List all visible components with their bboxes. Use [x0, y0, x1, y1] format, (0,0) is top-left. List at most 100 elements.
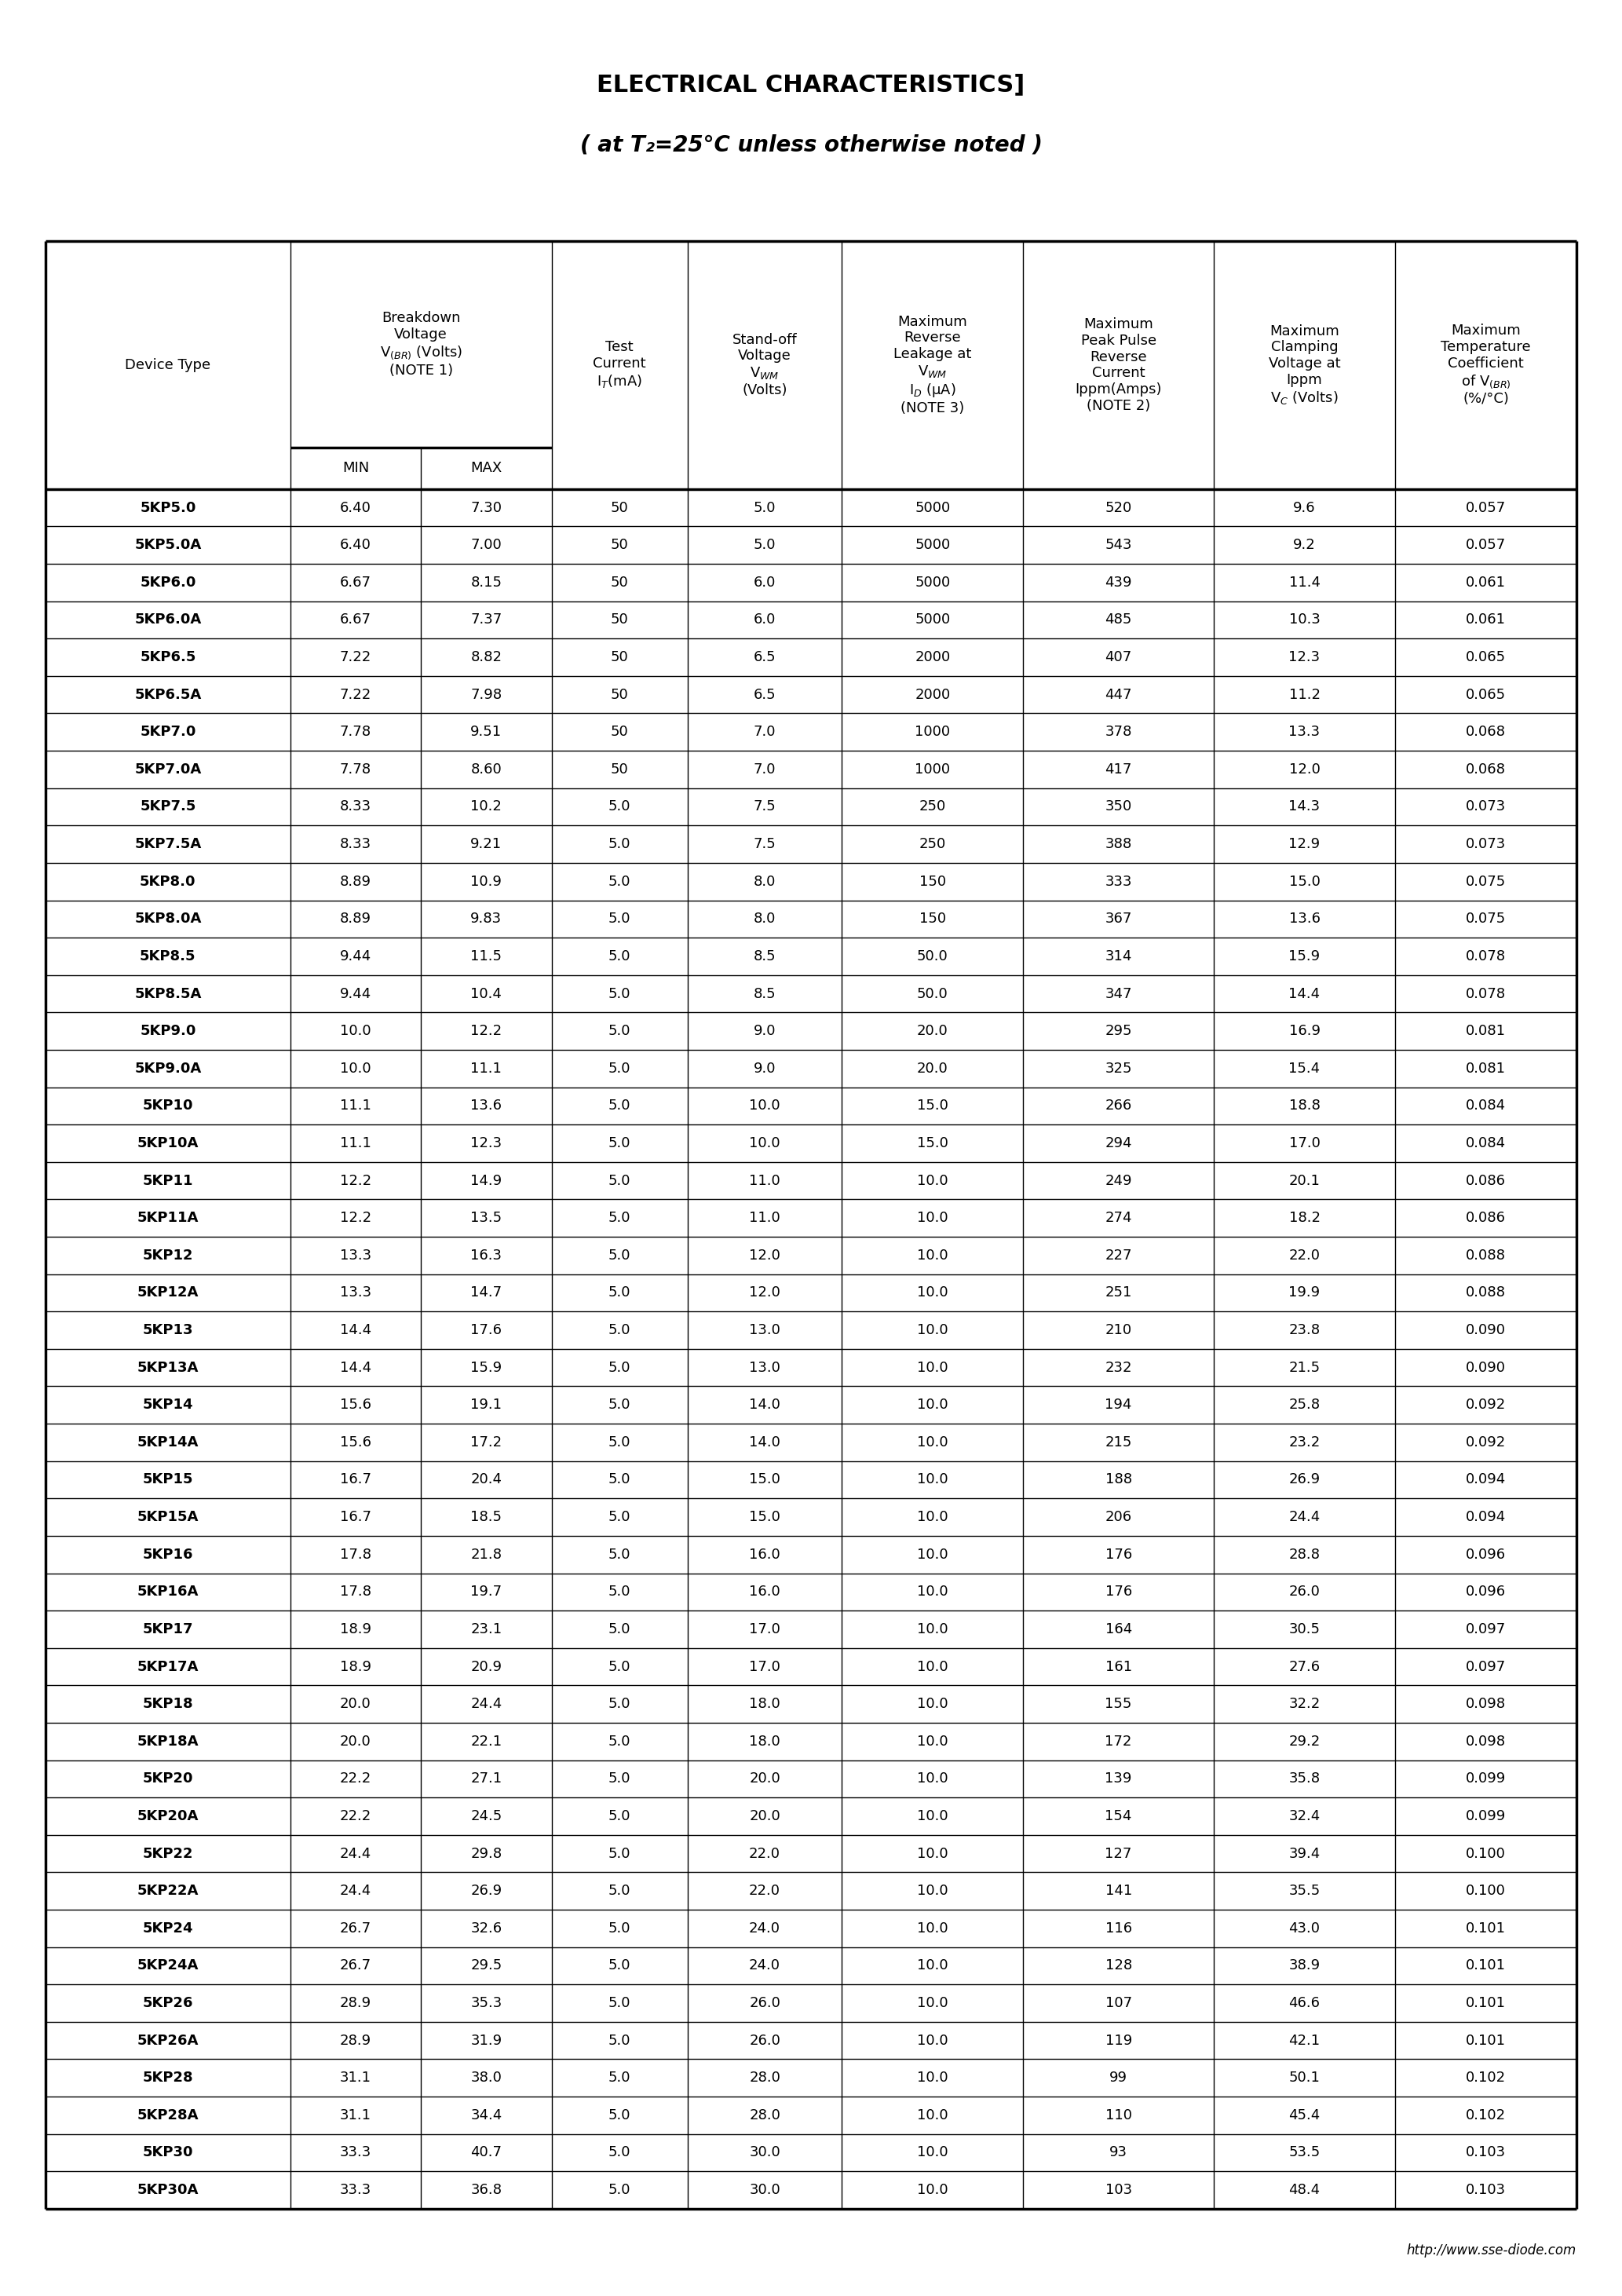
- Text: 5.0: 5.0: [608, 1548, 631, 1561]
- Text: 33.3: 33.3: [341, 2183, 371, 2197]
- Text: 10.0: 10.0: [916, 1623, 949, 1637]
- Text: 227: 227: [1105, 1249, 1132, 1263]
- Text: 10.0: 10.0: [916, 1173, 949, 1187]
- Text: 10.0: 10.0: [916, 1435, 949, 1449]
- Text: 5.0: 5.0: [608, 987, 631, 1001]
- Text: 22.1: 22.1: [470, 1733, 503, 1750]
- Text: 5.0: 5.0: [608, 912, 631, 925]
- Text: 5KP14: 5KP14: [143, 1398, 193, 1412]
- Text: 107: 107: [1105, 1995, 1132, 2011]
- Text: 18.0: 18.0: [749, 1733, 780, 1750]
- Text: 9.51: 9.51: [470, 726, 503, 739]
- Text: 10.0: 10.0: [916, 1584, 949, 1598]
- Text: 5.0: 5.0: [608, 1435, 631, 1449]
- Text: 29.2: 29.2: [1288, 1733, 1320, 1750]
- Text: 5KP30: 5KP30: [143, 2144, 193, 2161]
- Text: 31.1: 31.1: [341, 2071, 371, 2085]
- Text: 15.6: 15.6: [341, 1435, 371, 1449]
- Text: 99: 99: [1109, 2071, 1127, 2085]
- Text: 50: 50: [610, 613, 629, 627]
- Text: 5.0: 5.0: [608, 1885, 631, 1899]
- Text: 10.0: 10.0: [916, 2144, 949, 2161]
- Text: 10.0: 10.0: [916, 2183, 949, 2197]
- Text: 17.2: 17.2: [470, 1435, 503, 1449]
- Text: 22.0: 22.0: [749, 1885, 780, 1899]
- Text: 5KP10: 5KP10: [143, 1100, 193, 1114]
- Text: 5.0: 5.0: [608, 1322, 631, 1336]
- Text: 15.0: 15.0: [916, 1100, 949, 1114]
- Text: 5KP18: 5KP18: [143, 1697, 193, 1711]
- Text: 0.094: 0.094: [1466, 1511, 1505, 1525]
- Text: 274: 274: [1105, 1210, 1132, 1226]
- Text: 520: 520: [1105, 501, 1132, 514]
- Text: 6.0: 6.0: [754, 613, 775, 627]
- Text: 22.0: 22.0: [749, 1846, 780, 1860]
- Text: 5KP26A: 5KP26A: [138, 2034, 198, 2048]
- Text: 5KP16A: 5KP16A: [138, 1584, 198, 1598]
- Text: 11.1: 11.1: [341, 1100, 371, 1114]
- Text: 10.0: 10.0: [916, 1809, 949, 1823]
- Text: 21.8: 21.8: [470, 1548, 501, 1561]
- Text: 23.1: 23.1: [470, 1623, 503, 1637]
- Text: 5.0: 5.0: [608, 1362, 631, 1375]
- Text: 215: 215: [1105, 1435, 1132, 1449]
- Text: 0.103: 0.103: [1466, 2183, 1505, 2197]
- Text: 7.78: 7.78: [341, 762, 371, 776]
- Text: 378: 378: [1105, 726, 1132, 739]
- Text: 119: 119: [1105, 2034, 1132, 2048]
- Text: 5KP30A: 5KP30A: [138, 2183, 198, 2197]
- Text: 5.0: 5.0: [608, 799, 631, 813]
- Text: 5KP16: 5KP16: [143, 1548, 193, 1561]
- Text: 20.0: 20.0: [749, 1773, 780, 1786]
- Text: 5KP5.0A: 5KP5.0A: [135, 537, 201, 553]
- Text: 5000: 5000: [915, 613, 950, 627]
- Text: 5KP15A: 5KP15A: [138, 1511, 198, 1525]
- Text: Maximum
Temperature
Coefficient
of V$_{(BR)}$
(%/°C): Maximum Temperature Coefficient of V$_{(…: [1440, 324, 1531, 406]
- Text: 543: 543: [1105, 537, 1132, 553]
- Text: 13.0: 13.0: [749, 1362, 780, 1375]
- Text: 5KP26: 5KP26: [143, 1995, 193, 2011]
- Text: 1000: 1000: [915, 762, 950, 776]
- Text: 0.061: 0.061: [1466, 613, 1505, 627]
- Text: 5.0: 5.0: [608, 1958, 631, 1972]
- Text: 10.0: 10.0: [916, 2034, 949, 2048]
- Text: 13.3: 13.3: [341, 1286, 371, 1300]
- Text: 33.3: 33.3: [341, 2144, 371, 2161]
- Text: 5.0: 5.0: [608, 1511, 631, 1525]
- Text: 5.0: 5.0: [608, 1809, 631, 1823]
- Text: 2000: 2000: [915, 687, 950, 703]
- Text: 11.0: 11.0: [749, 1173, 780, 1187]
- Text: 21.5: 21.5: [1289, 1362, 1320, 1375]
- Text: Test
Current
I$_T$(mA): Test Current I$_T$(mA): [594, 340, 646, 390]
- Text: 10.3: 10.3: [1289, 613, 1320, 627]
- Text: 24.4: 24.4: [341, 1846, 371, 1860]
- Text: 11.2: 11.2: [1289, 687, 1320, 703]
- Text: 7.78: 7.78: [341, 726, 371, 739]
- Text: 439: 439: [1105, 576, 1132, 590]
- Text: 5KP6.5A: 5KP6.5A: [135, 687, 201, 703]
- Text: 5KP13A: 5KP13A: [138, 1362, 198, 1375]
- Text: 30.5: 30.5: [1289, 1623, 1320, 1637]
- Text: 5KP12A: 5KP12A: [138, 1286, 198, 1300]
- Text: 164: 164: [1105, 1623, 1132, 1637]
- Text: 50: 50: [610, 650, 629, 664]
- Text: 249: 249: [1105, 1173, 1132, 1187]
- Text: 12.0: 12.0: [749, 1249, 780, 1263]
- Text: 26.0: 26.0: [1289, 1584, 1320, 1598]
- Text: 0.102: 0.102: [1466, 2108, 1505, 2122]
- Text: 0.068: 0.068: [1466, 726, 1505, 739]
- Text: 5KP7.5A: 5KP7.5A: [135, 838, 201, 852]
- Text: Maximum
Reverse
Leakage at
V$_{WM}$
I$_D$ (μA)
(NOTE 3): Maximum Reverse Leakage at V$_{WM}$ I$_D…: [894, 315, 972, 416]
- Text: 0.073: 0.073: [1466, 838, 1505, 852]
- Text: 5KP8.5: 5KP8.5: [139, 948, 196, 964]
- Text: 0.101: 0.101: [1466, 1922, 1505, 1936]
- Text: 0.099: 0.099: [1466, 1773, 1505, 1786]
- Text: 0.086: 0.086: [1466, 1210, 1505, 1226]
- Text: 7.5: 7.5: [754, 838, 775, 852]
- Text: 210: 210: [1105, 1322, 1132, 1336]
- Text: 7.5: 7.5: [754, 799, 775, 813]
- Text: 50: 50: [610, 501, 629, 514]
- Text: 0.101: 0.101: [1466, 2034, 1505, 2048]
- Text: 16.9: 16.9: [1289, 1024, 1320, 1038]
- Text: 0.092: 0.092: [1466, 1435, 1505, 1449]
